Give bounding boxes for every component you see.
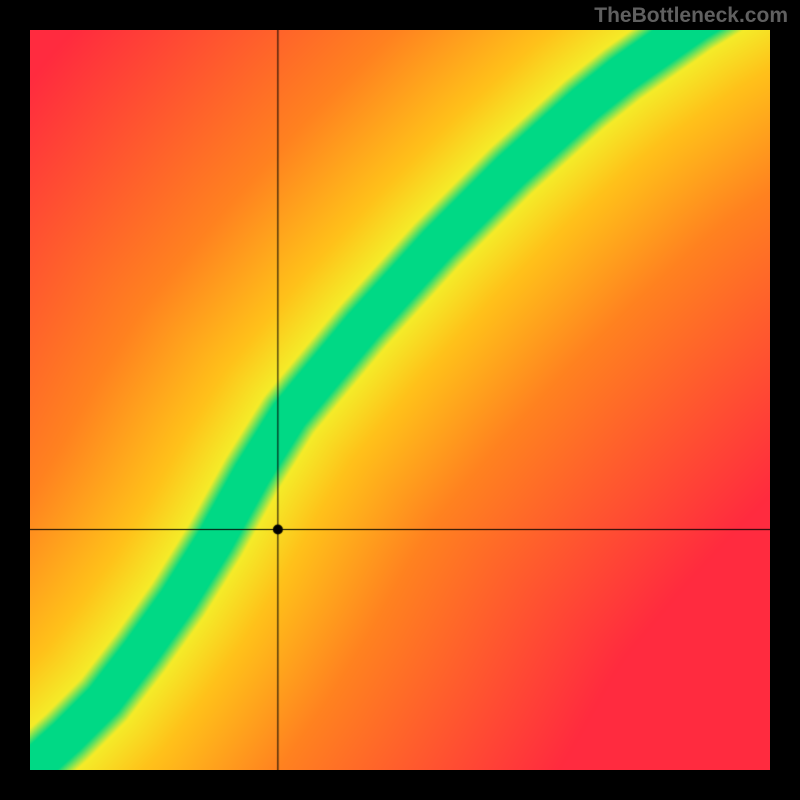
- chart-container: TheBottleneck.com: [0, 0, 800, 800]
- watermark-text: TheBottleneck.com: [594, 4, 788, 28]
- heatmap-plot: [30, 30, 770, 770]
- heatmap-canvas: [30, 30, 770, 770]
